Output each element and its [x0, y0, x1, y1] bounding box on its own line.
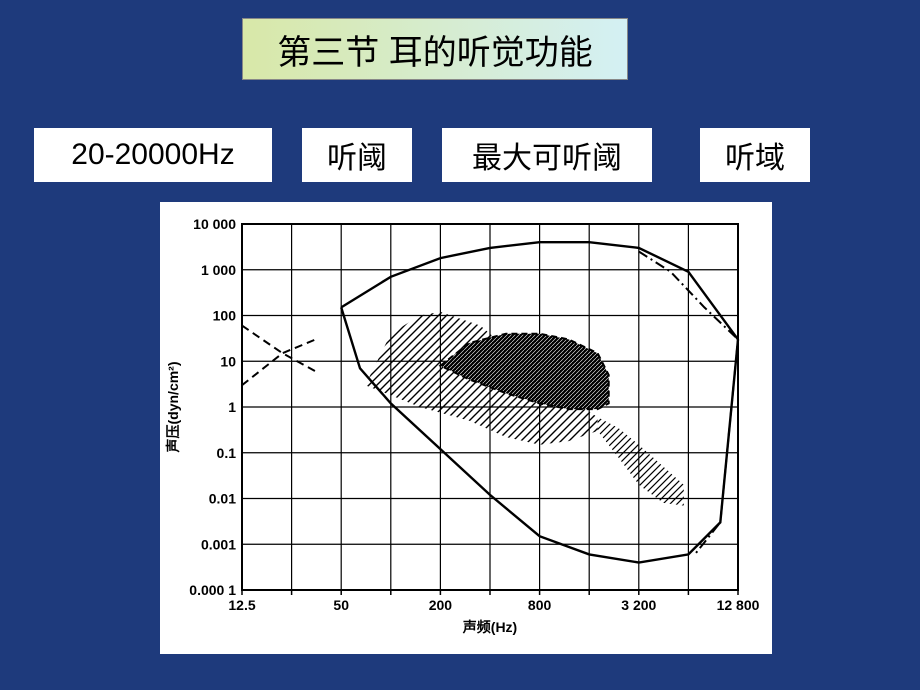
label-freq-range: 20-20000Hz	[34, 128, 272, 182]
svg-text:10 000: 10 000	[193, 216, 236, 232]
svg-text:12 800: 12 800	[717, 597, 760, 613]
svg-text:0.001: 0.001	[201, 536, 236, 552]
section-title: 第三节 耳的听觉功能	[242, 18, 628, 80]
svg-text:800: 800	[528, 597, 552, 613]
svg-text:10: 10	[220, 353, 236, 369]
svg-text:3 200: 3 200	[621, 597, 656, 613]
svg-text:12.5: 12.5	[228, 597, 255, 613]
svg-text:1 000: 1 000	[201, 262, 236, 278]
svg-text:声压(dyn/cm²): 声压(dyn/cm²)	[165, 362, 181, 454]
svg-text:0.01: 0.01	[209, 491, 236, 507]
svg-text:50: 50	[333, 597, 349, 613]
svg-text:1: 1	[228, 399, 236, 415]
svg-text:0.1: 0.1	[217, 445, 237, 461]
label-row: 20-20000Hz 听阈 最大可听阈 听域	[0, 128, 920, 182]
label-auditory-field: 听域	[700, 128, 810, 182]
svg-text:100: 100	[213, 308, 237, 324]
audiogram-chart: 0.000 1 0.001 0.01 0.1 1 10 100 1 000 10 000 12.5…	[160, 202, 772, 654]
svg-text:200: 200	[429, 597, 453, 613]
svg-text:声频(Hz): 声频(Hz)	[462, 619, 517, 635]
svg-text:0.000 1: 0.000 1	[189, 582, 236, 598]
label-threshold: 听阈	[302, 128, 412, 182]
label-max-threshold: 最大可听阈	[442, 128, 652, 182]
